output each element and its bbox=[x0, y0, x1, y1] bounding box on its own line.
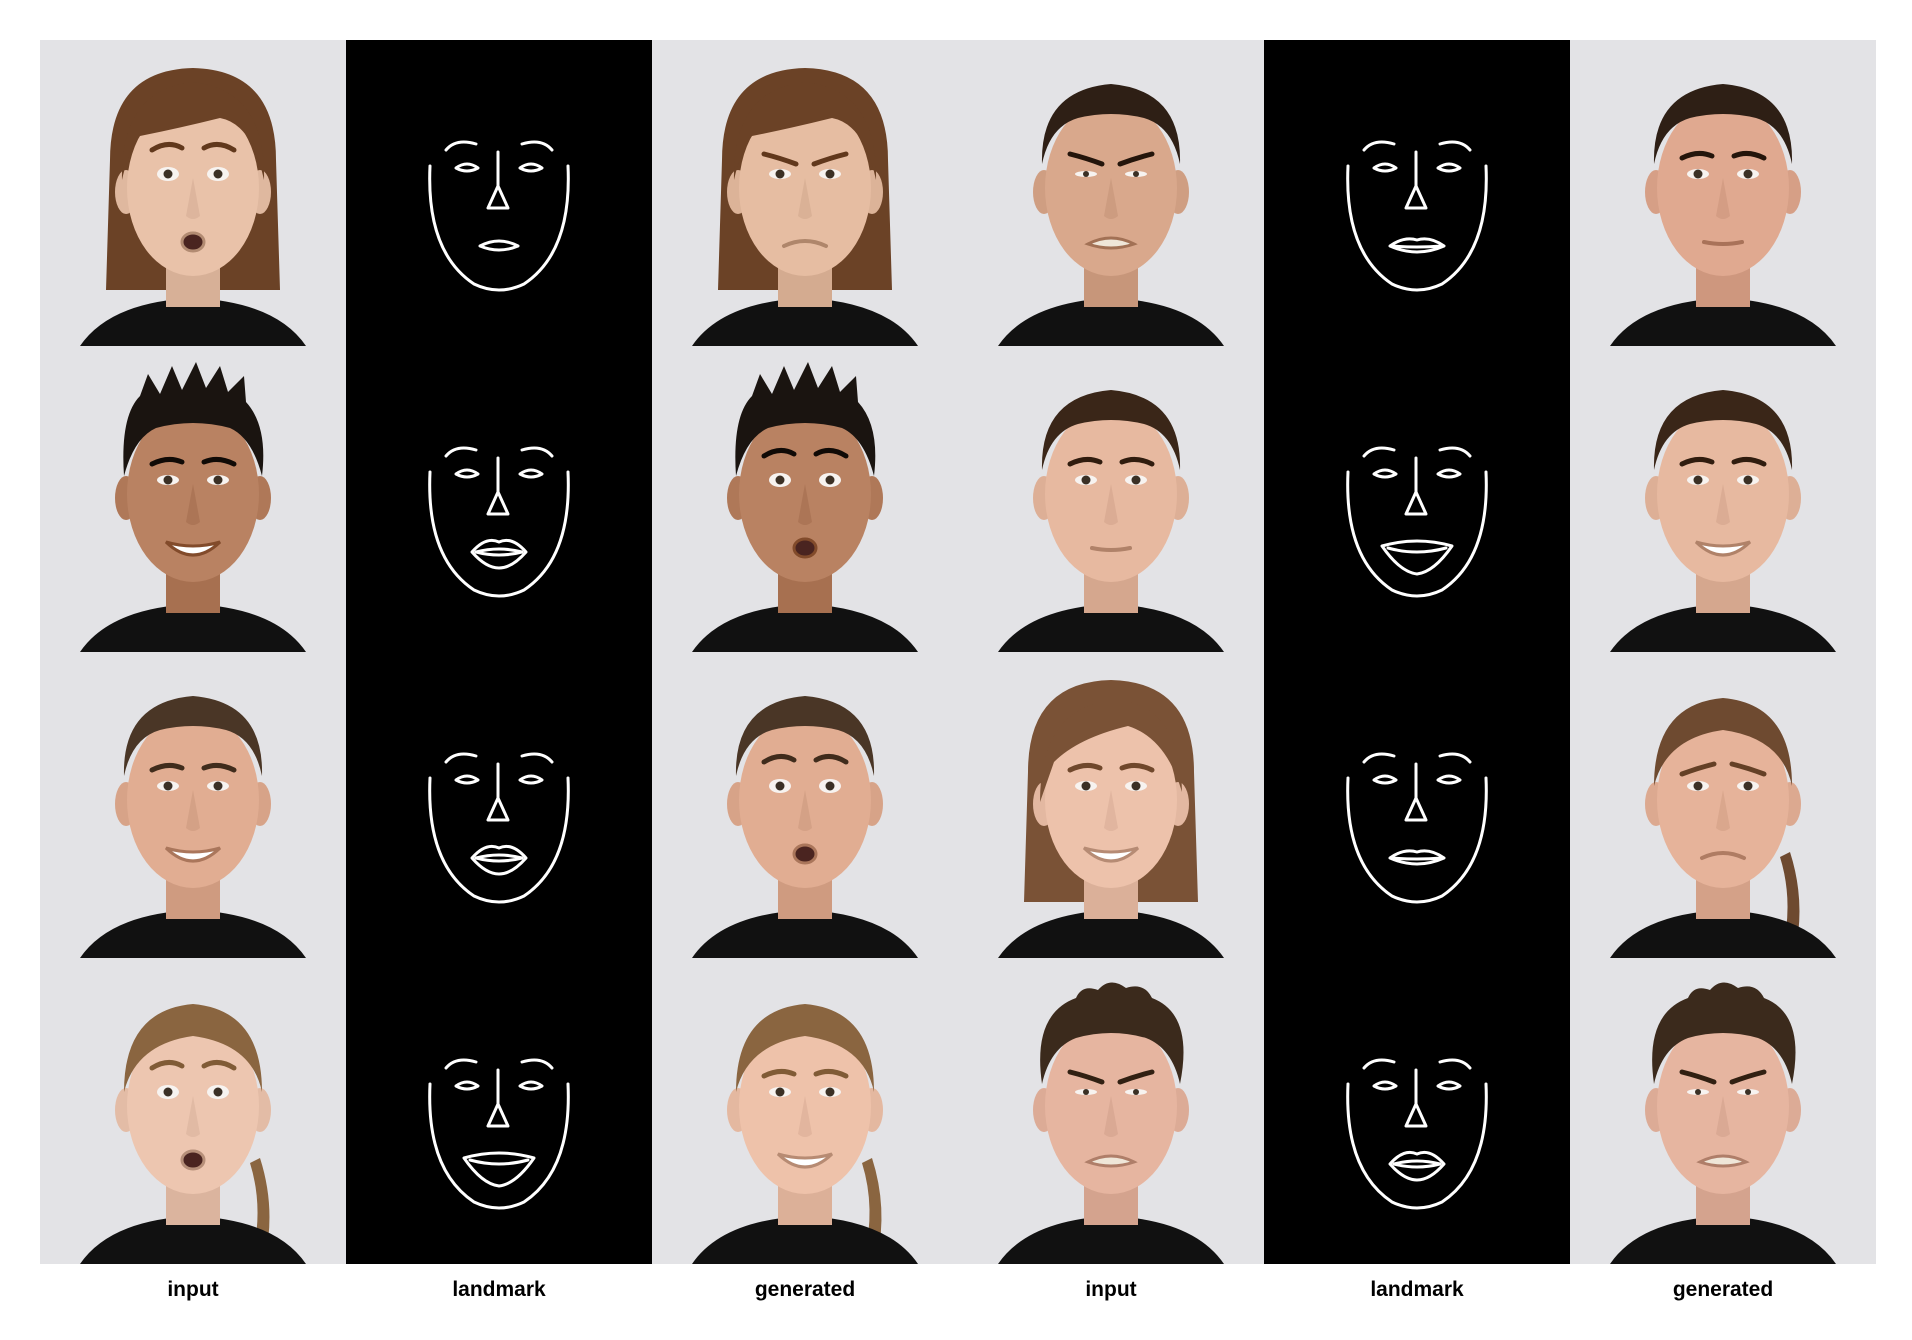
cell-landmark-right-row1 bbox=[1264, 40, 1570, 346]
cell-input-left-row1 bbox=[40, 40, 346, 346]
column-labels: input landmark generated input landmark … bbox=[40, 1270, 1880, 1310]
cell-generated-right-row3 bbox=[1570, 652, 1876, 958]
face-photo bbox=[652, 346, 958, 652]
landmark-sketch bbox=[346, 346, 652, 652]
face-photo bbox=[652, 652, 958, 958]
face-photo bbox=[1570, 40, 1876, 346]
landmark-sketch bbox=[346, 40, 652, 346]
cell-input-right-row2 bbox=[958, 346, 1264, 652]
face-photo bbox=[40, 652, 346, 958]
label-landmark-right: landmark bbox=[1370, 1278, 1464, 1301]
label-generated-left: generated bbox=[754, 1278, 856, 1301]
face-photo bbox=[958, 958, 1264, 1264]
landmark-sketch bbox=[346, 958, 652, 1264]
image-grid bbox=[40, 40, 1880, 1264]
face-photo bbox=[1570, 958, 1876, 1264]
label-input-right: input bbox=[1085, 1278, 1137, 1301]
face-photo bbox=[40, 40, 346, 346]
cell-landmark-right-row2 bbox=[1264, 346, 1570, 652]
face-photo bbox=[40, 346, 346, 652]
cell-generated-right-row2 bbox=[1570, 346, 1876, 652]
landmark-sketch bbox=[1264, 40, 1570, 346]
cell-generated-right-row4 bbox=[1570, 958, 1876, 1264]
cell-generated-left-row3 bbox=[652, 652, 958, 958]
face-photo bbox=[958, 346, 1264, 652]
landmark-sketch bbox=[346, 652, 652, 958]
cell-landmark-left-row1 bbox=[346, 40, 652, 346]
cell-input-left-row3 bbox=[40, 652, 346, 958]
face-photo bbox=[652, 40, 958, 346]
label-landmark-left: landmark bbox=[452, 1278, 546, 1301]
cell-landmark-left-row4 bbox=[346, 958, 652, 1264]
cell-input-left-row2 bbox=[40, 346, 346, 652]
face-photo bbox=[652, 958, 958, 1264]
landmark-sketch bbox=[1264, 958, 1570, 1264]
face-photo bbox=[1570, 346, 1876, 652]
face-photo bbox=[40, 958, 346, 1264]
cell-landmark-left-row3 bbox=[346, 652, 652, 958]
cell-landmark-right-row4 bbox=[1264, 958, 1570, 1264]
cell-input-right-row4 bbox=[958, 958, 1264, 1264]
cell-landmark-right-row3 bbox=[1264, 652, 1570, 958]
cell-landmark-left-row2 bbox=[346, 346, 652, 652]
landmark-sketch bbox=[1264, 652, 1570, 958]
cell-generated-left-row1 bbox=[652, 40, 958, 346]
face-photo bbox=[1570, 652, 1876, 958]
cell-input-left-row4 bbox=[40, 958, 346, 1264]
face-photo bbox=[958, 652, 1264, 958]
cell-generated-left-row2 bbox=[652, 346, 958, 652]
cell-input-right-row3 bbox=[958, 652, 1264, 958]
cell-generated-left-row4 bbox=[652, 958, 958, 1264]
cell-input-right-row1 bbox=[958, 40, 1264, 346]
label-input-left: input bbox=[167, 1278, 219, 1301]
label-generated-right: generated bbox=[1672, 1278, 1774, 1301]
landmark-sketch bbox=[1264, 346, 1570, 652]
cell-generated-right-row1 bbox=[1570, 40, 1876, 346]
face-photo bbox=[958, 40, 1264, 346]
figure-grid bbox=[40, 40, 1880, 1268]
